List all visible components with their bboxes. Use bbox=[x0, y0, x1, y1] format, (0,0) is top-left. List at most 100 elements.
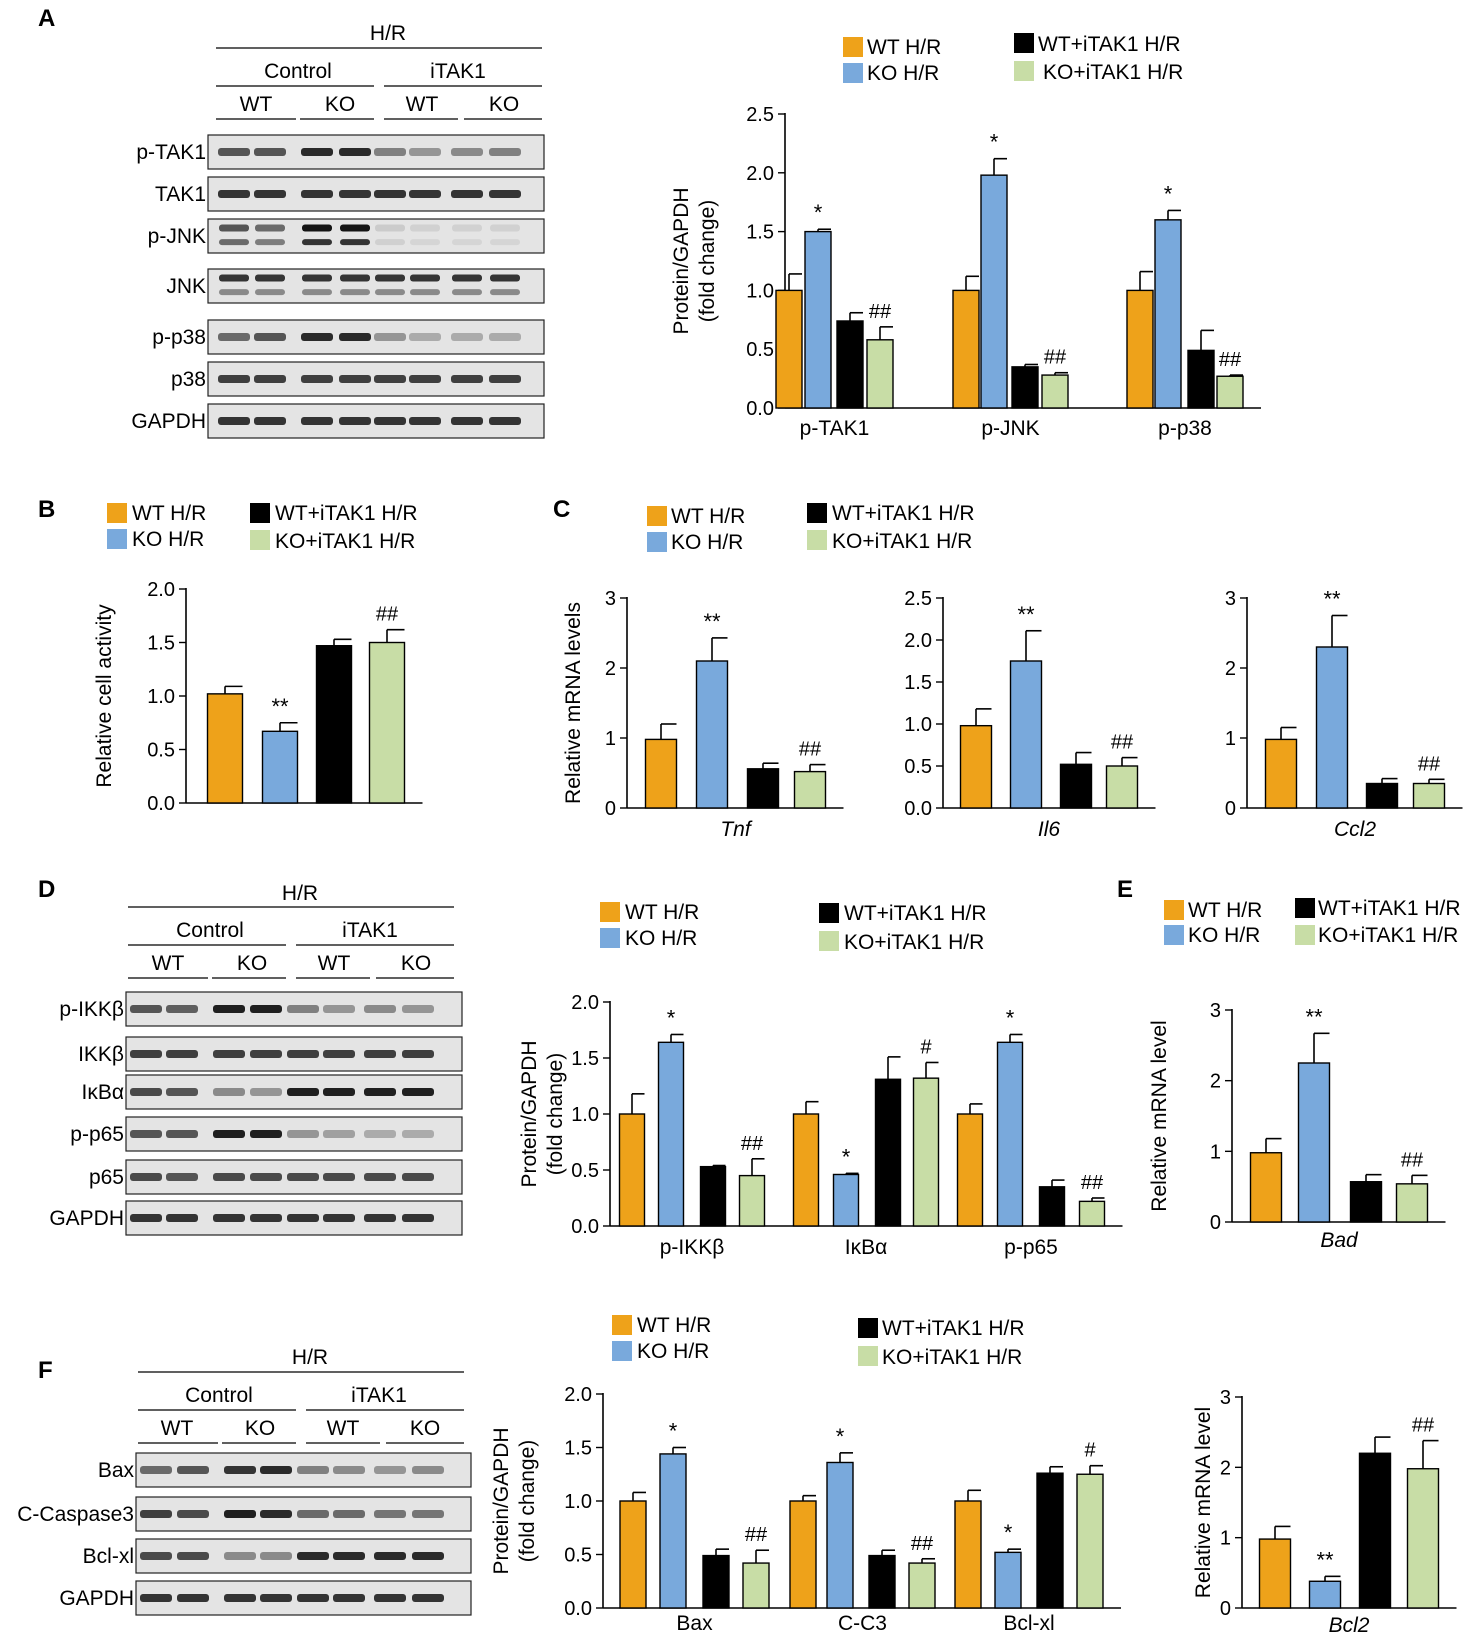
blot-band bbox=[301, 375, 333, 383]
blot-band bbox=[374, 1466, 406, 1474]
significance-label: ## bbox=[1081, 1172, 1104, 1194]
blot-row-p38: p38 bbox=[171, 361, 545, 397]
blot-band bbox=[409, 333, 441, 341]
blot-band bbox=[260, 1466, 292, 1474]
bar-bcl2-wt-h-r bbox=[1258, 1538, 1292, 1609]
blot-band bbox=[218, 190, 250, 198]
blot-band bbox=[166, 1214, 198, 1222]
bar-p-ikk-ko-h-r bbox=[657, 1041, 685, 1227]
bar-c-c3-wt-h-r bbox=[789, 1500, 817, 1609]
significance-label: ** bbox=[1316, 1547, 1334, 1572]
blot-row-tak1: TAK1 bbox=[155, 176, 545, 212]
blot-band bbox=[374, 375, 406, 383]
blot-band bbox=[333, 1552, 365, 1560]
chart-a: 0.0 0.5 1.0 1.5 2.0 2.5 Protein/GAPDH (fold cha… bbox=[670, 104, 1261, 440]
y-axis-label: (fold change) bbox=[696, 200, 719, 323]
y-tick-label: 2.0 bbox=[147, 579, 175, 601]
blot-row-p-tak1: p-TAK1 bbox=[136, 134, 545, 170]
bar-bax-ko-itak1-h-r bbox=[742, 1562, 770, 1609]
y-tick-label: 1.5 bbox=[571, 1048, 599, 1070]
blot-band bbox=[374, 1510, 406, 1518]
blot-band bbox=[301, 190, 333, 198]
blot-band bbox=[140, 1594, 172, 1602]
blot-band bbox=[489, 333, 521, 341]
x-category-label: Bcl2 bbox=[1329, 1614, 1370, 1635]
y-tick-label: 0.0 bbox=[564, 1598, 592, 1620]
legend-d: WT H/R KO H/R WT+iTAK1 H/R KO+iTAK1 H/R bbox=[600, 901, 987, 954]
y-axis-label: Protein/GAPDH bbox=[518, 1040, 541, 1187]
legend-e-wt-swatch bbox=[1164, 900, 1184, 920]
legend-e-ko: KO H/R bbox=[1188, 924, 1260, 947]
blot-d-control-label: Control bbox=[176, 919, 244, 942]
blot-band bbox=[333, 1510, 365, 1518]
legend-c-wti-swatch bbox=[807, 503, 827, 523]
blot-band bbox=[490, 289, 520, 296]
y-axis-label: Relative mRNA level bbox=[1148, 1020, 1171, 1211]
blot-row-label: IκBα bbox=[82, 1081, 124, 1104]
x-category-label: C-C3 bbox=[838, 1612, 887, 1635]
significance-label: * bbox=[842, 1144, 851, 1169]
significance-label: ## bbox=[869, 301, 892, 323]
panel-label-f: F bbox=[38, 1357, 53, 1384]
blot-d-ko1: KO bbox=[237, 952, 267, 975]
blot-row-label: p38 bbox=[171, 368, 206, 391]
blot-band bbox=[224, 1552, 256, 1560]
legend-d-wt: WT H/R bbox=[625, 901, 699, 924]
blot-band bbox=[375, 289, 405, 296]
blot-band bbox=[409, 148, 441, 156]
legend-d-wti-swatch bbox=[819, 903, 839, 923]
legend-e-koi: KO+iTAK1 H/R bbox=[1318, 924, 1458, 947]
blot-band bbox=[339, 417, 371, 425]
blot-band bbox=[340, 289, 370, 296]
blot-band bbox=[287, 1130, 319, 1138]
bar-bcl-xl-wt-itak1-h-r bbox=[1036, 1472, 1064, 1609]
blot-row-p-p65: p-p65 bbox=[70, 1116, 463, 1152]
blot-band bbox=[402, 1088, 434, 1096]
blot-row-p-ikk: p-IKKβ bbox=[59, 991, 463, 1027]
blot-band bbox=[339, 375, 371, 383]
blot-band bbox=[130, 1050, 162, 1058]
y-tick-label: 1.5 bbox=[904, 672, 932, 694]
blot-band bbox=[166, 1173, 198, 1181]
bar-p-ikk-ko-itak1-h-r bbox=[738, 1174, 766, 1227]
significance-label: ## bbox=[1401, 1149, 1424, 1171]
blot-row-gapdh: GAPDH bbox=[59, 1580, 472, 1616]
y-tick-label: 0.5 bbox=[147, 740, 175, 762]
blot-band bbox=[333, 1466, 365, 1474]
blot-band bbox=[340, 239, 370, 246]
blot-row-label: p65 bbox=[89, 1166, 124, 1189]
blot-band bbox=[140, 1466, 172, 1474]
blot-band bbox=[250, 1088, 282, 1096]
legend-f-wti: WT+iTAK1 H/R bbox=[882, 1317, 1025, 1340]
y-tick-label: 0.0 bbox=[904, 798, 932, 820]
blot-band bbox=[451, 417, 483, 425]
blot-band bbox=[255, 239, 285, 246]
blot-band bbox=[130, 1130, 162, 1138]
blot-band bbox=[374, 148, 406, 156]
y-tick-label: 3 bbox=[605, 588, 616, 610]
blot-band bbox=[402, 1130, 434, 1138]
y-tick-label: 0 bbox=[1225, 798, 1236, 820]
legend-d-wt-swatch bbox=[600, 902, 620, 922]
legend-c-wt: WT H/R bbox=[671, 505, 745, 528]
legend-a-ko: KO H/R bbox=[867, 62, 939, 85]
blot-band bbox=[364, 1088, 396, 1096]
x-category-label: Bcl-xl bbox=[1003, 1612, 1054, 1635]
blot-row-label: GAPDH bbox=[49, 1207, 124, 1230]
blot-band bbox=[140, 1552, 172, 1560]
blot-band bbox=[451, 333, 483, 341]
blot-band bbox=[219, 274, 249, 282]
y-tick-label: 1.5 bbox=[147, 633, 175, 655]
blot-band bbox=[489, 375, 521, 383]
bar-p-jnk-wt-h-r bbox=[952, 289, 980, 409]
blot-band bbox=[410, 224, 440, 232]
blot-band bbox=[177, 1510, 209, 1518]
blot-band bbox=[219, 239, 249, 246]
blot-band bbox=[297, 1466, 329, 1474]
western-blot-a: p-TAK1 TAK1 p-JNK JNK p-p38 p38 GAPDH bbox=[131, 134, 545, 439]
bar-p-p65-ko-itak1-h-r bbox=[1078, 1200, 1106, 1227]
bar-p-p65-wt-h-r bbox=[956, 1113, 984, 1227]
significance-label: ## bbox=[1219, 349, 1242, 371]
blot-band bbox=[213, 1130, 245, 1138]
bar-p-p38-ko-h-r bbox=[1154, 219, 1182, 409]
